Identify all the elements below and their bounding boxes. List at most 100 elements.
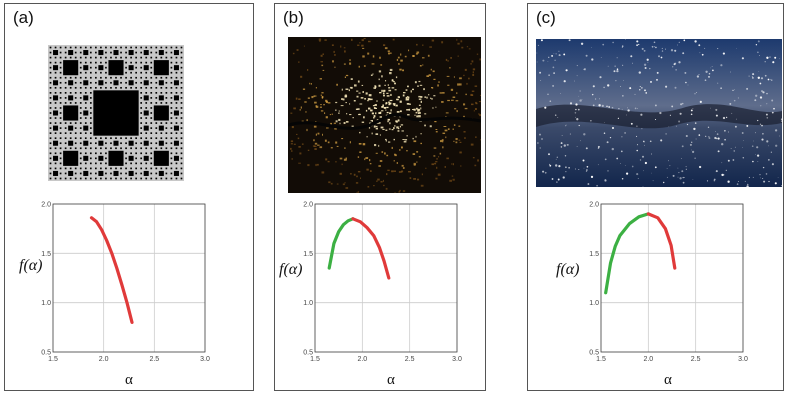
- city-light: [390, 93, 392, 96]
- city-light: [358, 92, 361, 94]
- star: [567, 144, 569, 146]
- star: [670, 49, 674, 52]
- carpet-hole: [128, 50, 134, 56]
- star: [600, 57, 602, 58]
- city-light: [432, 70, 435, 73]
- city-light: [321, 171, 325, 174]
- star: [565, 171, 567, 173]
- carpet-hole: [135, 56, 137, 59]
- star: [552, 66, 555, 69]
- city-light: [460, 40, 463, 43]
- star: [774, 56, 777, 59]
- carpet-hole: [53, 125, 59, 131]
- star: [690, 149, 692, 151]
- city-light: [396, 58, 399, 61]
- star: [679, 112, 682, 115]
- carpet-hole: [160, 86, 163, 89]
- city-light: [419, 65, 422, 67]
- city-light: [321, 64, 324, 67]
- star: [689, 143, 692, 146]
- city-light: [477, 159, 479, 162]
- carpet-hole: [95, 147, 97, 150]
- city-light: [372, 105, 375, 107]
- carpet-hole: [53, 140, 59, 146]
- star: [565, 69, 568, 72]
- city-light: [446, 75, 450, 77]
- star: [752, 140, 754, 142]
- star: [777, 177, 779, 178]
- carpet-hole: [155, 132, 158, 134]
- star: [583, 68, 587, 71]
- star: [754, 132, 756, 134]
- star: [720, 64, 723, 67]
- star: [575, 103, 578, 106]
- city-light: [298, 146, 301, 148]
- carpet-hole: [84, 132, 87, 134]
- star: [542, 59, 545, 62]
- city-light: [416, 151, 419, 153]
- city-light: [370, 74, 373, 76]
- star: [587, 183, 590, 185]
- city-light: [436, 166, 438, 169]
- star: [757, 119, 759, 122]
- city-light: [298, 98, 301, 100]
- carpet-hole: [95, 61, 97, 64]
- carpet-hole: [100, 61, 102, 64]
- carpet-hole: [83, 155, 89, 161]
- star: [639, 159, 642, 161]
- carpet-hole: [110, 76, 112, 79]
- carpet-hole: [98, 140, 104, 146]
- star: [666, 167, 668, 169]
- star: [649, 67, 651, 70]
- star: [714, 136, 717, 140]
- city-light: [450, 88, 454, 91]
- carpet-hole: [110, 46, 112, 49]
- star: [644, 89, 646, 92]
- city-light: [410, 90, 412, 93]
- carpet-hole: [150, 92, 153, 94]
- carpet-hole: [53, 65, 59, 71]
- carpet-hole: [74, 76, 77, 79]
- carpet-hole: [74, 127, 77, 129]
- city-light: [319, 40, 321, 42]
- city-light: [385, 102, 388, 104]
- city-light: [387, 118, 390, 121]
- city-light: [444, 129, 448, 132]
- city-light: [370, 120, 372, 122]
- carpet-hole: [98, 170, 104, 176]
- city-light: [341, 98, 344, 100]
- carpet-hole: [140, 147, 143, 150]
- carpet-hole: [140, 66, 143, 69]
- carpet-hole: [140, 61, 143, 64]
- star: [552, 84, 555, 87]
- city-light: [408, 49, 410, 52]
- star: [734, 146, 736, 148]
- star: [581, 98, 583, 100]
- carpet-hole: [175, 137, 178, 140]
- star: [678, 120, 681, 123]
- city-light: [449, 179, 452, 182]
- city-light: [349, 62, 352, 65]
- city-light: [314, 145, 317, 147]
- carpet-hole: [180, 137, 183, 140]
- carpet-hole: [89, 56, 92, 59]
- star: [624, 131, 627, 134]
- city-light: [353, 173, 356, 176]
- carpet-hole: [64, 122, 67, 124]
- city-light: [392, 103, 396, 105]
- carpet-hole: [130, 86, 132, 89]
- carpet-hole: [89, 157, 92, 160]
- carpet-hole: [105, 56, 107, 59]
- panel-b: (b) 1.5 2.0 2.5 3.0 0.5 1.0 1.5 2.0 f(α) α: [274, 3, 486, 391]
- star: [539, 147, 541, 149]
- city-light: [333, 122, 336, 124]
- city-light: [342, 98, 345, 101]
- carpet-hole: [89, 132, 92, 134]
- city-light: [328, 181, 331, 184]
- carpet-hole: [49, 137, 52, 140]
- star: [755, 94, 758, 97]
- carpet-hole: [89, 46, 92, 49]
- city-light: [445, 136, 447, 139]
- star: [556, 181, 558, 183]
- carpet-hole: [160, 56, 163, 59]
